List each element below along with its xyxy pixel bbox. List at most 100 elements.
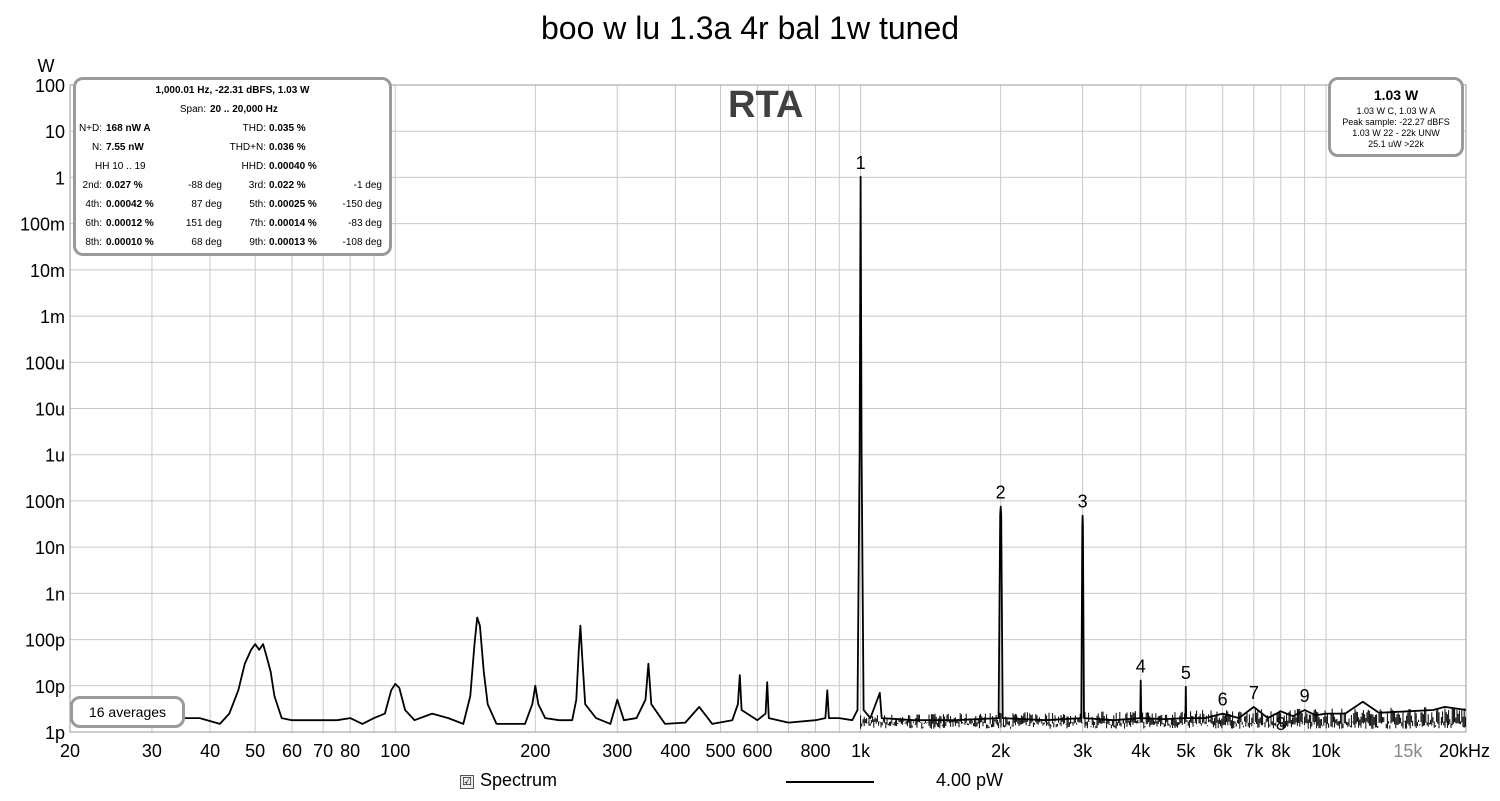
harmonic-value: 0.00010 % <box>106 237 154 248</box>
harmonic-label2: 9th: <box>249 237 266 248</box>
harmonic-marker: 6 <box>1218 690 1228 710</box>
harmonic-label: 4th: <box>85 199 102 210</box>
harmonic-marker: 4 <box>1136 657 1146 677</box>
noise-floor-trace <box>860 707 1466 729</box>
y-unit-label: W <box>38 56 55 76</box>
x-tick-label: 20 <box>60 741 80 761</box>
harmonic-row: 6th: 0.00012 % 151 deg 7th: 0.00014 % -83 deg <box>76 218 389 235</box>
x-tick-label: 1k <box>851 741 871 761</box>
harmonic-marker: 1 <box>856 153 866 173</box>
harmonic-phase2: -150 deg <box>342 199 382 210</box>
legend-series-name: Spectrum <box>480 770 558 790</box>
x-tick-label: 30 <box>142 741 162 761</box>
x-tick-label: 50 <box>245 741 265 761</box>
y-tick-label: 100 <box>35 76 65 96</box>
harmonic-value2: 0.00014 % <box>269 218 317 229</box>
stats-panel[interactable]: 1,000.01 Hz, -22.31 dBFS, 1.03 W Span: 2… <box>73 77 392 256</box>
y-tick-label: 10m <box>30 261 65 281</box>
y-tick-label: 1m <box>40 307 65 327</box>
harmonic-row: 4th: 0.00042 % 87 deg 5th: 0.00025 % -150 deg <box>76 199 389 216</box>
harmonic-label: 8th: <box>85 237 102 248</box>
thd-value: 0.035 % <box>269 123 306 134</box>
harmonic-value2: 0.00013 % <box>269 237 317 248</box>
plot-frame <box>69 84 1467 733</box>
x-tick-label: 80 <box>340 741 360 761</box>
legend-cursor-value: 4.00 pW <box>936 770 1004 790</box>
n-value: 7.55 nW <box>106 142 144 153</box>
y-tick-label: 10u <box>35 400 65 420</box>
harmonic-value: 0.00012 % <box>106 218 154 229</box>
readout-line-1: 1.03 W C, 1.03 W A <box>1356 106 1436 116</box>
readout-line-2: Peak sample: -22.27 dBFS <box>1342 117 1450 127</box>
spectrum-checkbox[interactable]: ☑ <box>460 775 474 789</box>
harmonic-row: 8th: 0.00010 % 68 deg 9th: 0.00013 % -108 deg <box>76 237 389 254</box>
rta-label: RTA <box>728 84 804 126</box>
thdn-label: THD+N: <box>229 142 266 153</box>
chart-title: boo w lu 1.3a 4r bal 1w tuned <box>540 10 960 46</box>
harmonic-marker: 8 <box>1276 714 1286 734</box>
readout-line-4: 25.1 uW >22k <box>1368 139 1424 149</box>
x-tick-label: 40 <box>200 741 220 761</box>
x-tick-label: 5k <box>1176 741 1196 761</box>
x-tick-label: 400 <box>660 741 690 761</box>
y-tick-label: 10 <box>45 122 65 142</box>
x-tick-label: 500 <box>705 741 735 761</box>
y-tick-label: 1 <box>55 168 65 188</box>
y-tick-label: 1p <box>45 723 65 743</box>
y-tick-label: 1u <box>45 446 65 466</box>
nd-label: N+D: <box>78 123 102 134</box>
x-tick-label: 600 <box>742 741 772 761</box>
harmonic-marker: 9 <box>1300 686 1310 706</box>
harmonic-label2: 3rd: <box>248 180 266 191</box>
harmonic-row: 2nd: 0.027 % -88 deg 3rd: 0.022 % -1 deg <box>76 180 389 197</box>
hhd-value: 0.00040 % <box>269 161 317 172</box>
harmonic-label2: 7th: <box>249 218 266 229</box>
averages-indicator[interactable]: 16 averages <box>70 696 185 728</box>
harmonic-value: 0.027 % <box>106 180 143 191</box>
legend-item-spectrum[interactable]: ☑ Spectrum <box>460 770 557 791</box>
harmonic-value: 0.00042 % <box>106 199 154 210</box>
harmonic-markers: 1 2 3 4 5 6 789 <box>856 153 1310 734</box>
stats-header: 1,000.01 Hz, -22.31 dBFS, 1.03 W <box>155 85 310 96</box>
harmonic-marker: 3 <box>1078 492 1088 512</box>
x-tick-label: 2k <box>991 741 1011 761</box>
y-tick-label: 10p <box>35 677 65 697</box>
x-tick-label: 6k <box>1213 741 1233 761</box>
x-tick-label: 60 <box>282 741 302 761</box>
readout-main-value: 1.03 W <box>1373 87 1419 103</box>
harmonic-phase2: -83 deg <box>348 218 382 229</box>
harmonic-phase: 151 deg <box>185 218 222 229</box>
span-label: Span: <box>179 104 206 115</box>
y-tick-label: 10n <box>35 538 65 558</box>
harmonic-phase2: -108 deg <box>342 237 382 248</box>
x-tick-label: 800 <box>800 741 830 761</box>
harmonic-value2: 0.00025 % <box>269 199 317 210</box>
span-value: 20 .. 20,000 Hz <box>210 104 278 115</box>
y-tick-label: 100n <box>25 492 65 512</box>
x-tick-label: 20kHz <box>1439 741 1490 761</box>
axis-labels: 20 30 40 50 60 70 80 100 200 300 400 500 600 800 1k 2k 3… <box>20 56 1490 761</box>
x-tick-label: 200 <box>520 741 550 761</box>
legend-line-swatch <box>786 781 874 783</box>
x-tick-label: 3k <box>1073 741 1093 761</box>
harmonic-label: 6th: <box>85 218 102 229</box>
harmonic-phase: -88 deg <box>188 180 222 191</box>
harmonic-marker: 2 <box>996 483 1006 503</box>
x-tick-label: 8k <box>1271 741 1291 761</box>
x-tick-label: 15k <box>1393 741 1423 761</box>
spectrum-trace-group <box>69 175 1467 729</box>
x-tick-label: 7k <box>1244 741 1264 761</box>
y-tick-label: 100m <box>20 215 65 235</box>
level-readout-panel[interactable]: 1.03 W 1.03 W C, 1.03 W A Peak sample: -… <box>1328 77 1464 157</box>
x-tick-label: 70 <box>313 741 333 761</box>
harmonic-marker: 5 <box>1181 663 1191 683</box>
harmonic-phase2: -1 deg <box>353 180 382 191</box>
x-tick-label: 100 <box>380 741 410 761</box>
readout-line-3: 1.03 W 22 - 22k UNW <box>1352 128 1440 138</box>
spectrum-trace <box>69 175 1467 725</box>
harmonic-label2: 5th: <box>249 199 266 210</box>
harmonic-phase: 68 deg <box>191 237 222 248</box>
hh-label: HH 10 .. 19 <box>95 161 146 172</box>
harmonic-phase: 87 deg <box>191 199 222 210</box>
x-tick-label: 4k <box>1131 741 1151 761</box>
